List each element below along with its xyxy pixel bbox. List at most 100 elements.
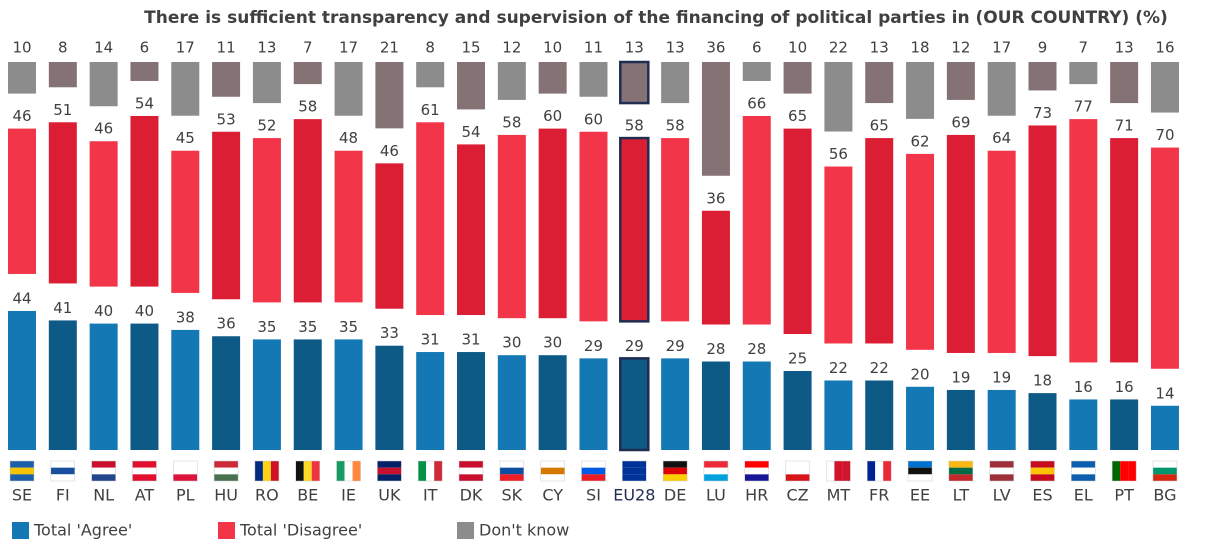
bar	[171, 329, 200, 450]
x-tick-label: FR	[869, 486, 889, 505]
flag	[499, 467, 524, 475]
value-label: 77	[1074, 98, 1093, 116]
bar	[8, 62, 36, 94]
value-label: 40	[94, 302, 113, 320]
flag-border	[417, 460, 443, 482]
bar	[946, 134, 975, 353]
bar	[334, 339, 363, 450]
value-label: 17	[176, 39, 195, 57]
flag	[311, 461, 320, 481]
x-tick-label: BE	[297, 486, 318, 505]
value-label: 28	[706, 340, 725, 358]
flag	[132, 461, 157, 468]
value-label: 7	[1079, 39, 1089, 57]
x-tick-label: UK	[378, 486, 401, 505]
x-tick-label: MT	[827, 486, 851, 505]
flag	[173, 461, 198, 468]
bar	[742, 361, 771, 450]
bar	[987, 389, 1016, 450]
x-tick-label: IE	[341, 486, 356, 505]
bar	[130, 62, 159, 81]
bar	[987, 62, 1016, 116]
flag	[1120, 461, 1129, 481]
bar	[579, 131, 608, 322]
flag	[908, 467, 933, 475]
bar	[619, 357, 650, 452]
flag	[1030, 461, 1055, 468]
flag	[262, 461, 271, 481]
flag	[459, 461, 484, 468]
flag-border	[1071, 460, 1096, 482]
flag-border	[540, 460, 565, 482]
legend-label: Don't know	[479, 521, 569, 540]
value-label: 30	[502, 334, 521, 352]
value-label: 15	[461, 39, 480, 57]
value-label: 54	[135, 94, 154, 112]
value-label: 29	[584, 337, 603, 355]
bar	[946, 62, 975, 100]
bar	[293, 119, 322, 303]
value-label: 13	[1115, 39, 1134, 57]
bar	[906, 62, 935, 119]
bar	[48, 320, 77, 450]
value-label: 17	[992, 39, 1011, 57]
flag	[91, 474, 116, 482]
value-label: 46	[380, 142, 399, 160]
flag	[377, 467, 402, 475]
value-label: 65	[788, 107, 807, 125]
flag	[377, 474, 402, 482]
flag	[785, 461, 810, 468]
value-label: 45	[176, 129, 195, 147]
bar	[334, 62, 363, 116]
flag	[875, 461, 884, 481]
flag	[744, 467, 769, 475]
bar	[1150, 147, 1179, 369]
value-label: 9	[1038, 39, 1048, 57]
flag	[785, 467, 810, 475]
bar	[252, 339, 281, 450]
bar	[783, 371, 812, 450]
legend-label: Total 'Disagree'	[239, 521, 362, 540]
value-label: 20	[910, 365, 929, 383]
flag	[1128, 461, 1137, 481]
value-label: 71	[1115, 117, 1134, 135]
value-label: 66	[747, 94, 766, 112]
value-label: 46	[94, 120, 113, 138]
value-label: 22	[829, 359, 848, 377]
bar	[824, 380, 853, 450]
flag-border	[213, 460, 239, 482]
value-label: 6	[140, 39, 150, 57]
value-label: 31	[421, 331, 440, 349]
flag	[352, 461, 361, 481]
flag	[459, 467, 484, 475]
flag	[867, 461, 876, 481]
bar	[416, 352, 445, 450]
bar	[1150, 62, 1179, 113]
value-label: 60	[584, 110, 603, 128]
bar	[416, 62, 445, 88]
value-label: 65	[870, 117, 889, 135]
value-label: 35	[339, 318, 358, 336]
flag-border	[948, 460, 974, 482]
bar	[48, 62, 77, 88]
bar	[661, 358, 690, 450]
flag	[948, 474, 973, 482]
value-label: 13	[666, 39, 685, 57]
value-label: 22	[829, 39, 848, 57]
flag	[1152, 474, 1177, 482]
value-label: 61	[421, 101, 440, 119]
x-tick-label: HR	[745, 486, 768, 505]
bar	[252, 62, 281, 104]
bar	[1110, 62, 1139, 104]
x-tick-label: IT	[423, 486, 438, 505]
value-label: 62	[910, 132, 929, 150]
value-label: 11	[217, 39, 236, 57]
flag	[1152, 467, 1177, 475]
bar	[457, 352, 486, 450]
value-label: 18	[910, 39, 929, 57]
flag-border	[91, 460, 116, 482]
bar	[661, 138, 690, 322]
flag	[1112, 461, 1121, 481]
bar	[8, 128, 36, 274]
flag	[1071, 474, 1096, 482]
